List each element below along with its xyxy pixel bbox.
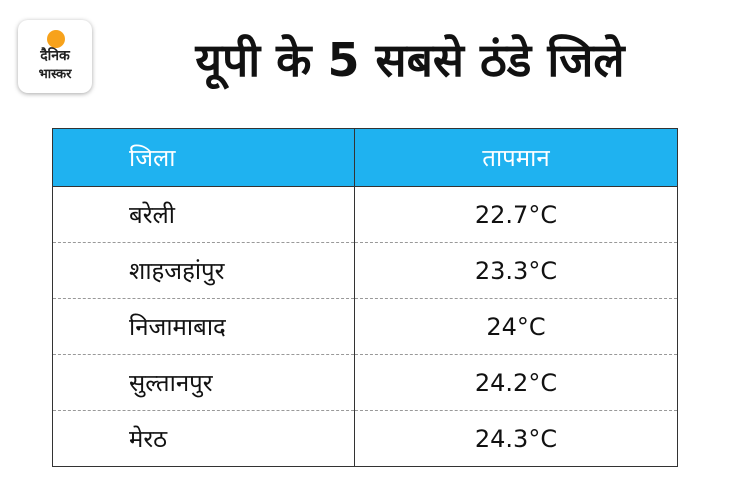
- table-row: बरेली 22.7°C: [52, 186, 678, 243]
- temperature-cell: 23.3°C: [354, 242, 678, 299]
- table-row: निजामाबाद 24°C: [52, 298, 678, 355]
- header-row: जिला तापमान: [52, 128, 678, 187]
- logo-text: भास्कर: [38, 67, 72, 82]
- logo: दैनिक भास्कर: [18, 20, 92, 93]
- column-header: तापमान: [354, 128, 678, 187]
- district-cell: बरेली: [52, 186, 355, 243]
- table-row: सुल्तानपुर 24.2°C: [52, 354, 678, 411]
- table: जिला तापमान बरेली 22.7°C शाहजहांपुर 23.3°C न…: [52, 128, 678, 467]
- logo-text: दैनिक: [40, 48, 70, 64]
- column-header: जिला: [52, 128, 355, 187]
- district-cell: मेरठ: [52, 410, 355, 467]
- temperature-cell: 24.3°C: [354, 410, 678, 467]
- logo-sun: [47, 30, 65, 48]
- temperature-cell: 24°C: [354, 298, 678, 355]
- table-row: मेरठ 24.3°C: [52, 410, 678, 467]
- temperature-cell: 22.7°C: [354, 186, 678, 243]
- table-row: शाहजहांपुर 23.3°C: [52, 242, 678, 299]
- district-cell: निजामाबाद: [52, 298, 355, 355]
- temperature-cell: 24.2°C: [354, 354, 678, 411]
- district-cell: सुल्तानपुर: [52, 354, 355, 411]
- title: यूपी के 5 सबसे ठंडे जिले: [195, 33, 625, 87]
- district-cell: शाहजहांपुर: [52, 242, 355, 299]
